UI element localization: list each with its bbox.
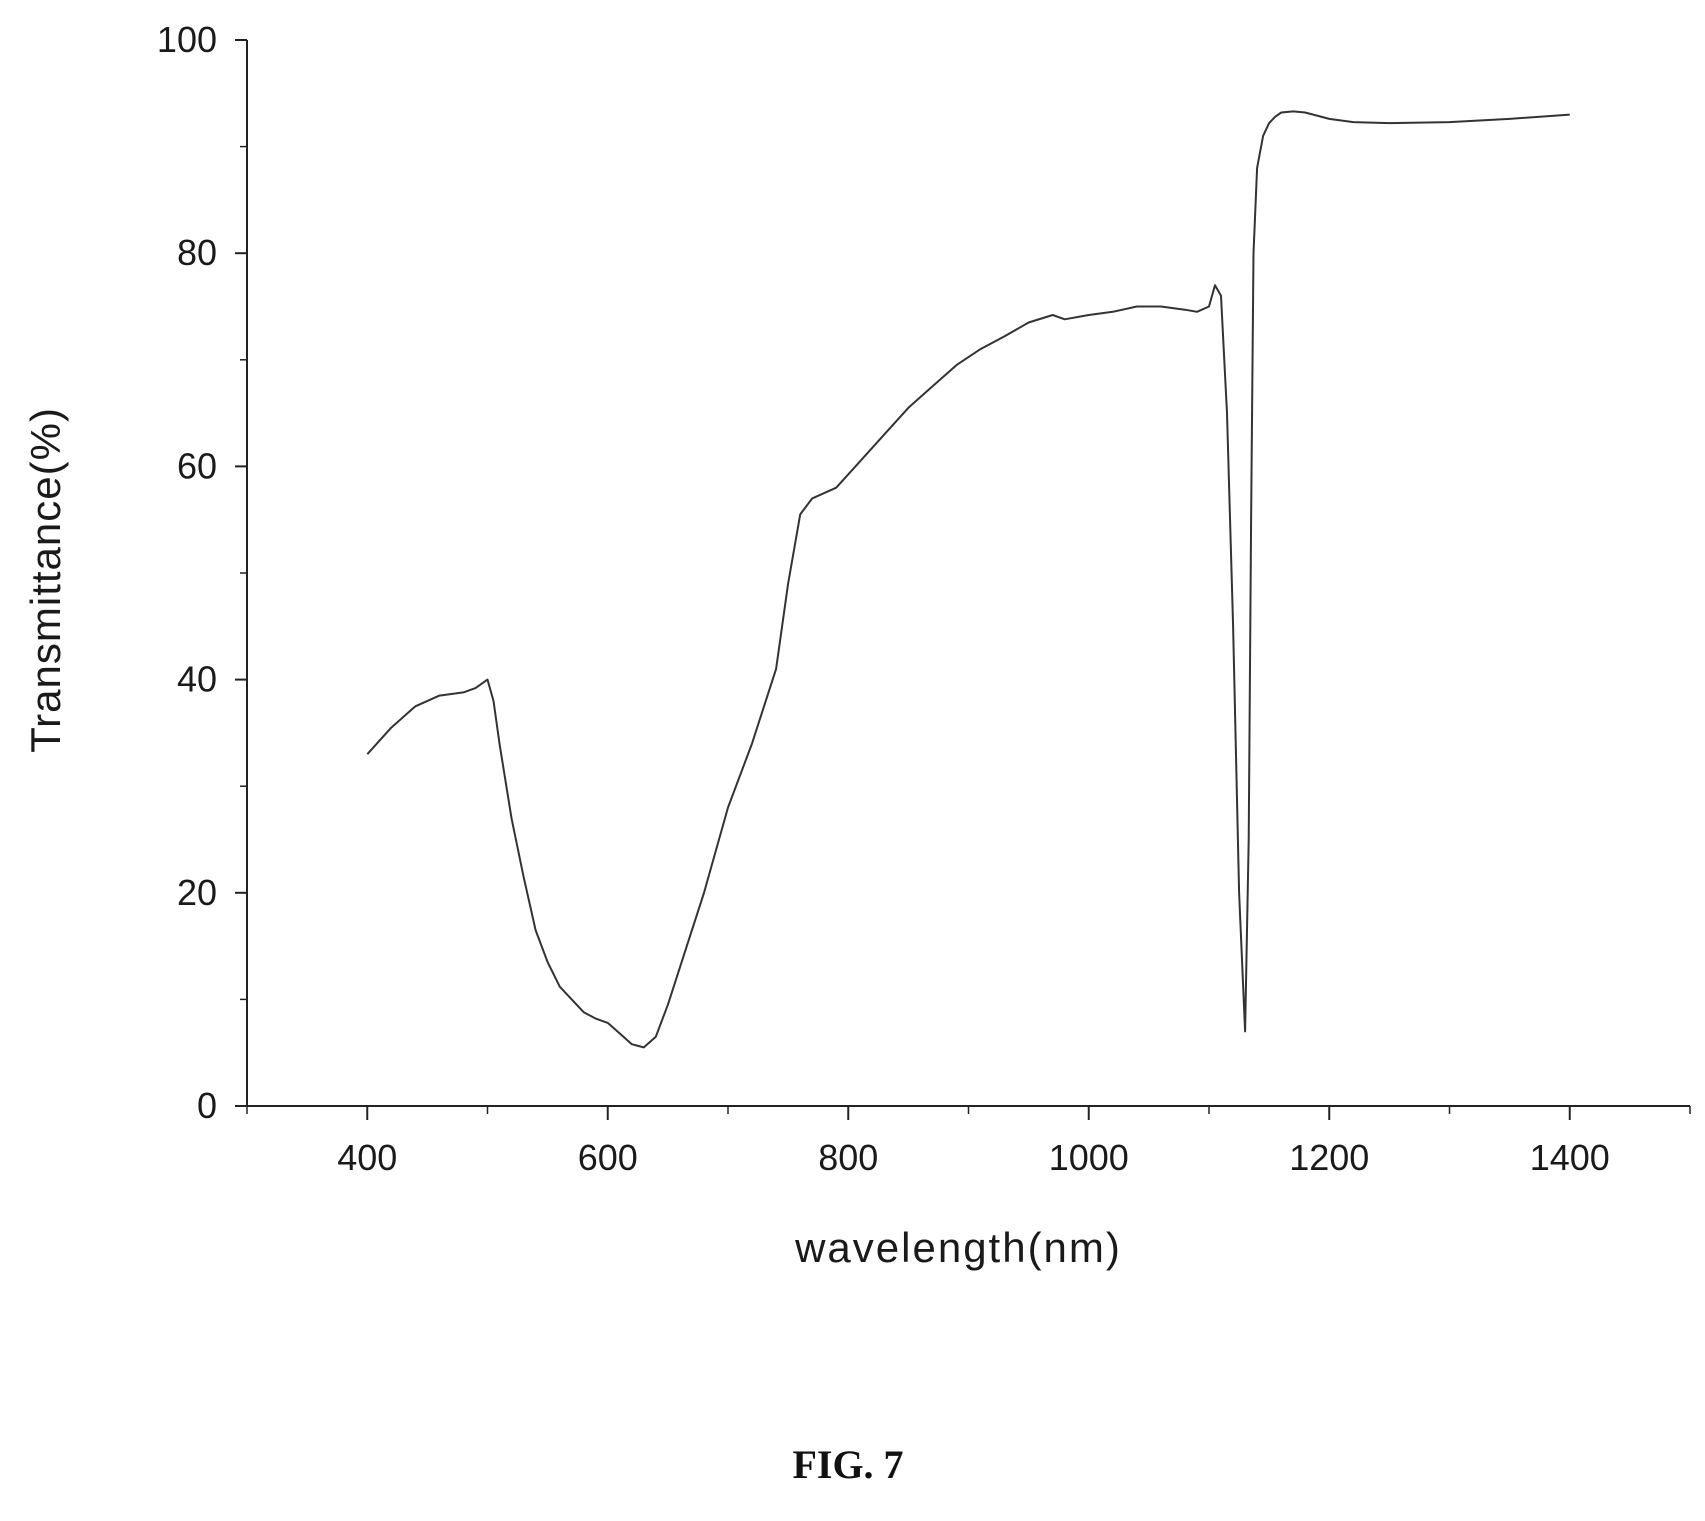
x-tick-label: 1000 [1049, 1137, 1129, 1178]
y-axis-title: Transmittance(%) [22, 407, 69, 753]
axes [246, 40, 1690, 1107]
tick-labels: 0 20 40 60 80 100 400 600 800 1000 1200 1400 [157, 19, 1610, 1178]
figure-caption: FIG. 7 [792, 1442, 903, 1487]
y-tick-label: 0 [197, 1085, 217, 1126]
axis-ticks [235, 39, 1691, 1120]
x-tick-label: 600 [578, 1137, 638, 1178]
y-tick-label: 40 [177, 659, 217, 700]
y-tick-label: 20 [177, 872, 217, 913]
x-tick-label: 1400 [1530, 1137, 1610, 1178]
x-tick-label: 1200 [1289, 1137, 1369, 1178]
series-line [366, 110, 1570, 1049]
y-tick-label: 80 [177, 232, 217, 273]
y-tick-label: 60 [177, 445, 217, 486]
x-tick-label: 800 [818, 1137, 878, 1178]
x-tick-label: 400 [337, 1137, 397, 1178]
y-tick-label: 100 [157, 19, 217, 60]
x-axis-title: wavelength(nm) [794, 1224, 1122, 1271]
